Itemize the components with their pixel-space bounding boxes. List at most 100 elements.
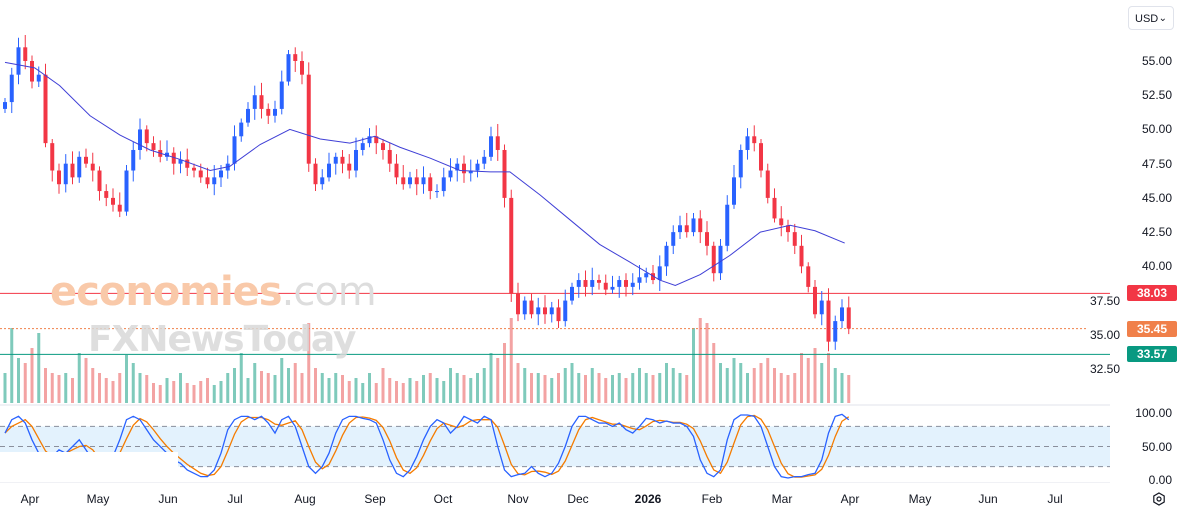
candle-body [144, 129, 149, 144]
candle-body [745, 136, 750, 150]
time-axis-label: Apr [840, 492, 860, 506]
volume-bar [320, 373, 324, 403]
volume-bar [847, 375, 851, 403]
candle-body [576, 280, 581, 287]
volume-bar [786, 375, 790, 403]
volume-bar [584, 375, 587, 403]
candle-body [509, 197, 514, 294]
volume-bar [172, 381, 176, 403]
candle-body [738, 149, 743, 178]
oscillator-axis-label: 0.00 [1148, 473, 1172, 487]
candle-body [252, 95, 257, 109]
volume-bar [30, 348, 34, 403]
volume-bar [840, 373, 844, 403]
candle-body [603, 282, 608, 290]
time-axis-label: Jun [158, 492, 178, 506]
currency-label: USD [1135, 13, 1159, 25]
price-axis-label: 35.00 [1087, 327, 1122, 342]
volume-bar [300, 373, 304, 403]
candle-body [293, 54, 298, 61]
candle-body [671, 232, 676, 246]
volume-bar [91, 368, 95, 403]
candle-body [77, 156, 82, 178]
pane-dividers [0, 404, 1110, 483]
candle-body [597, 280, 601, 283]
volume-bar [442, 381, 446, 403]
volume-bar [435, 378, 439, 403]
time-axis-label: Dec [567, 492, 589, 506]
time-axis-label: Apr [20, 492, 40, 506]
volume-bar [752, 368, 756, 403]
candle-body [401, 177, 406, 185]
volume-bar [800, 353, 803, 403]
time-axis-label: Jun [978, 492, 998, 506]
price-line-badge: 35.45 [1127, 320, 1177, 337]
time-axis-label: Nov [507, 492, 529, 506]
volume-bar [401, 383, 405, 403]
volume-bar [57, 375, 61, 403]
candle-body [70, 163, 75, 178]
volume-bar [71, 378, 74, 403]
candlesticks [3, 34, 851, 352]
candle-body [664, 245, 669, 267]
candle-body [192, 167, 196, 171]
volume-bar [98, 373, 101, 403]
candle-body [806, 266, 811, 287]
candle-body [725, 204, 730, 246]
volume-bar [793, 373, 797, 403]
volume-bar [739, 363, 743, 403]
settings-icon[interactable] [1152, 492, 1166, 506]
chart-background [0, 0, 1110, 483]
currency-selector[interactable]: USD ⌄ [1128, 6, 1174, 30]
volume-bar [361, 383, 365, 403]
volume-bar [651, 375, 655, 403]
candle-body [840, 307, 844, 322]
volume-bar [469, 378, 473, 403]
volume-bar [422, 375, 425, 403]
candle-body [590, 280, 595, 287]
candle-body [759, 143, 763, 171]
candle-body [529, 300, 534, 315]
candle-body [435, 191, 439, 193]
price-axis-label: 40.00 [1141, 259, 1172, 274]
volume-bar [759, 363, 763, 403]
volume-bar [617, 373, 621, 403]
candle-body [779, 218, 784, 226]
price-axis-label: 47.50 [1141, 156, 1172, 171]
candle-body [394, 163, 399, 178]
volume-bar [408, 378, 412, 403]
volume-bar [415, 381, 419, 403]
volume-bar [341, 375, 344, 403]
candle-body [57, 170, 61, 185]
volume-bars [3, 318, 851, 403]
volume-bar [273, 375, 277, 403]
candle-body [374, 136, 379, 144]
horizontal-price-lines[interactable] [0, 292, 1110, 355]
candle-body [36, 74, 41, 82]
volume-bar [833, 368, 837, 403]
volume-bar [287, 368, 290, 403]
candle-body [185, 159, 190, 168]
candle-body [273, 108, 277, 116]
volume-bar [449, 368, 452, 403]
volume-bar [131, 363, 135, 403]
candle-body [543, 307, 547, 315]
price-axis-label: 42.50 [1141, 225, 1172, 240]
candle-body [428, 177, 433, 192]
candle-body [563, 300, 568, 322]
time-axis-label: May [86, 492, 110, 506]
volume-bar [597, 373, 601, 403]
volume-bar [368, 373, 371, 403]
candle-body [799, 245, 804, 267]
candle-body [482, 156, 487, 164]
candle-body [30, 61, 34, 82]
volume-bar [543, 375, 547, 403]
chart-plot[interactable] [0, 0, 1110, 483]
volume-bar [381, 368, 385, 403]
candle-body [462, 163, 466, 174]
candle-body [786, 225, 790, 233]
volume-bar [705, 323, 709, 403]
legend-cover [0, 452, 178, 481]
volume-bar [692, 328, 695, 403]
volume-bar [590, 368, 594, 403]
